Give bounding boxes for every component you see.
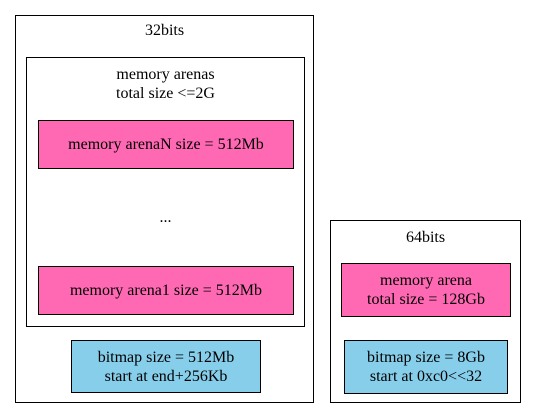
- cluster-64bits: 64bits memory arena total size = 128Gb b…: [330, 220, 521, 403]
- cluster-32bits-title: 32bits: [144, 22, 185, 39]
- cluster-64bits-title: 64bits: [405, 229, 446, 246]
- memory-arena-64-node: memory arena total size = 128Gb: [341, 263, 511, 317]
- bitmap-32bits-node: bitmap size = 512Mb start at end+256Kb: [71, 340, 261, 393]
- cluster-memory-arenas: memory arenas total size <=2G memory are…: [26, 57, 305, 327]
- cluster-memory-arenas-title: memory arenas total size <=2G: [116, 66, 215, 102]
- memory-arena-1-node: memory arena1 size = 512Mb: [38, 266, 294, 315]
- bitmap-64bits-node: bitmap size = 8Gb start at 0xc0<<32: [344, 340, 508, 394]
- memory-arena-n-node: memory arenaN size = 512Mb: [38, 120, 294, 169]
- cluster-32bits: 32bits memory arenas total size <=2G mem…: [15, 15, 314, 403]
- ellipsis-text: ...: [159, 209, 172, 226]
